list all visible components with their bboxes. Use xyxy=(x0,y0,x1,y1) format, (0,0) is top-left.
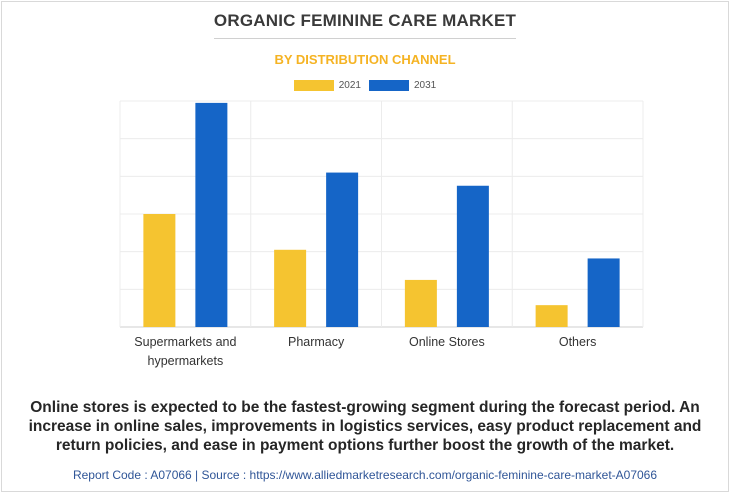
chart-caption: Online stores is expected to be the fast… xyxy=(28,399,702,454)
bar-2021-3 xyxy=(535,305,568,327)
x-tick-label: Online Stores xyxy=(409,335,485,349)
bar-2031-0 xyxy=(195,102,228,327)
legend-item-2021[interactable]: 2021 xyxy=(293,80,361,91)
legend-swatch-2021 xyxy=(293,80,334,91)
bar-chart: Supermarkets and hypermarkets Pharmacy Onli… xyxy=(119,100,644,368)
bar-2031-3 xyxy=(587,258,620,327)
chart-title: ORGANIC FEMININE CARE MARKET xyxy=(213,11,517,30)
bar-2031-2 xyxy=(456,185,489,327)
x-tick-label: Others xyxy=(559,335,597,349)
x-tick-label: Pharmacy xyxy=(288,335,345,349)
legend-label-2031: 2031 xyxy=(414,80,437,91)
bar-2031-1 xyxy=(326,172,359,327)
legend-label-2021: 2021 xyxy=(338,80,361,91)
legend-item-2031[interactable]: 2031 xyxy=(369,80,436,91)
bar-2021-1 xyxy=(274,249,307,327)
title-divider xyxy=(214,38,516,39)
source-footer[interactable]: Report Code : A07066 | Source : https://… xyxy=(72,468,658,482)
bar-2021-2 xyxy=(404,279,437,327)
x-tick-label: Supermarkets and xyxy=(134,335,236,349)
chart-subtitle: BY DISTRIBUTION CHANNEL xyxy=(274,52,456,67)
chart-legend: 2021 2031 xyxy=(0,80,730,91)
bar-2021-0 xyxy=(143,214,176,327)
x-tick-label: hypermarkets xyxy=(148,354,224,368)
legend-swatch-2031 xyxy=(369,80,409,91)
